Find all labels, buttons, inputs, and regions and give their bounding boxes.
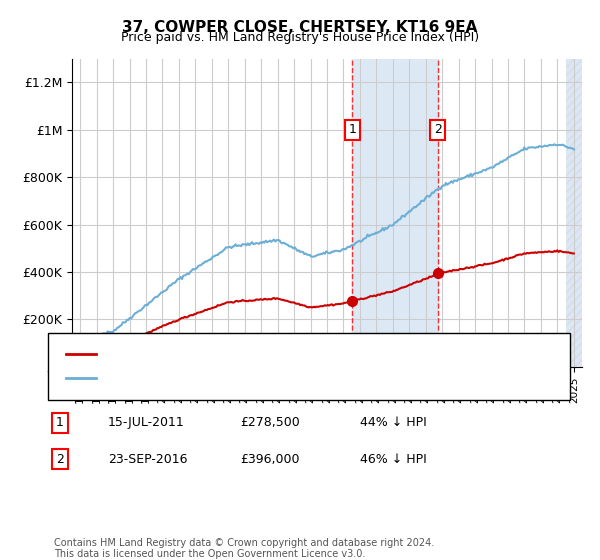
Text: 2: 2 xyxy=(56,452,64,466)
Text: 23-SEP-2016: 23-SEP-2016 xyxy=(108,452,187,466)
Bar xyxy=(352,59,438,367)
Text: 1: 1 xyxy=(56,416,64,430)
Text: HPI: Average price, detached house, Runnymede: HPI: Average price, detached house, Runn… xyxy=(102,373,376,383)
Text: 37, COWPER CLOSE, CHERTSEY, KT16 9EA (detached house): 37, COWPER CLOSE, CHERTSEY, KT16 9EA (de… xyxy=(102,349,438,359)
Text: £396,000: £396,000 xyxy=(240,452,299,466)
Bar xyxy=(566,59,582,367)
Text: 1: 1 xyxy=(349,123,356,137)
Text: 2: 2 xyxy=(434,123,442,137)
Text: 44% ↓ HPI: 44% ↓ HPI xyxy=(360,416,427,430)
Text: 15-JUL-2011: 15-JUL-2011 xyxy=(108,416,185,430)
Text: 46% ↓ HPI: 46% ↓ HPI xyxy=(360,452,427,466)
Text: Price paid vs. HM Land Registry's House Price Index (HPI): Price paid vs. HM Land Registry's House … xyxy=(121,31,479,44)
Text: Contains HM Land Registry data © Crown copyright and database right 2024.
This d: Contains HM Land Registry data © Crown c… xyxy=(54,538,434,559)
Text: 37, COWPER CLOSE, CHERTSEY, KT16 9EA: 37, COWPER CLOSE, CHERTSEY, KT16 9EA xyxy=(122,20,478,35)
Text: £278,500: £278,500 xyxy=(240,416,300,430)
